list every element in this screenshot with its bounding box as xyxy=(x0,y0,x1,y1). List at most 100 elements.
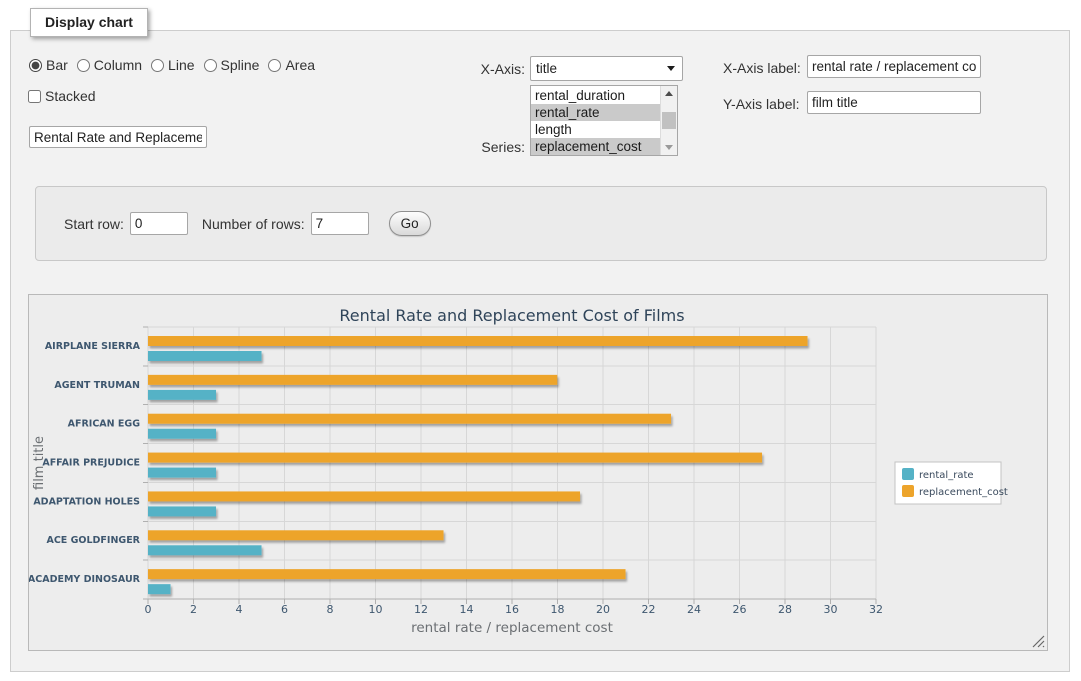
svg-text:10: 10 xyxy=(369,603,383,616)
stacked-checkbox[interactable] xyxy=(28,90,41,103)
chart-axis-ticks xyxy=(143,327,876,604)
chart-bars xyxy=(148,336,808,594)
bar-rental_rate-0 xyxy=(148,351,262,361)
svg-text:32: 32 xyxy=(869,603,883,616)
svg-text:ACE GOLDFINGER: ACE GOLDFINGER xyxy=(46,535,140,546)
scroll-up-icon xyxy=(665,91,673,96)
radio-label-line: Line xyxy=(168,57,194,73)
bar-rental_rate-1 xyxy=(148,390,216,400)
svg-text:22: 22 xyxy=(642,603,656,616)
radio-label-area: Area xyxy=(285,57,315,73)
bar-replacement_cost-2 xyxy=(148,414,671,424)
legend-label-replacement_cost[interactable]: replacement_cost xyxy=(919,487,1008,498)
legend-swatch-rental_rate xyxy=(902,468,914,480)
chart-y-axis-title: film title xyxy=(32,436,47,490)
y-axis-label-input[interactable] xyxy=(807,91,981,114)
legend-label-rental_rate[interactable]: rental_rate xyxy=(919,470,974,481)
radio-input-line[interactable] xyxy=(151,59,164,72)
svg-text:ADAPTATION HOLES: ADAPTATION HOLES xyxy=(33,496,140,507)
radio-label-column: Column xyxy=(94,57,142,73)
chart-x-tick-labels: 02468101214161820222426283032 xyxy=(145,603,884,616)
bar-chart: AIRPLANE SIERRA AGENT TRUMAN AFRICAN EGG AF… xyxy=(29,295,1047,650)
start-row-label: Start row: xyxy=(64,216,124,232)
chart-type-radio-column[interactable]: Column xyxy=(77,57,142,73)
svg-text:0: 0 xyxy=(145,603,152,616)
chart-x-axis-title: rental rate / replacement cost xyxy=(411,620,613,636)
svg-text:ACADEMY DINOSAUR: ACADEMY DINOSAUR xyxy=(29,574,141,585)
x-axis-select-wrap: title xyxy=(530,56,683,81)
radio-label-spline: Spline xyxy=(221,57,260,73)
row-range-panel: Start row: Number of rows: Go xyxy=(35,186,1047,261)
bar-replacement_cost-3 xyxy=(148,453,762,463)
series-option-rental_rate[interactable]: rental_rate xyxy=(531,104,660,121)
chart-type-radio-bar[interactable]: Bar xyxy=(29,57,68,73)
bar-rental_rate-3 xyxy=(148,468,216,478)
svg-text:16: 16 xyxy=(505,603,519,616)
svg-text:18: 18 xyxy=(551,603,565,616)
chart-legend[interactable]: rental_rate replacement_cost xyxy=(895,462,1008,504)
x-axis-label-input[interactable] xyxy=(807,55,981,78)
x-axis-select-label: X-Axis: xyxy=(468,61,525,77)
bar-replacement_cost-4 xyxy=(148,491,580,501)
scroll-down-icon xyxy=(665,145,673,150)
bar-rental_rate-5 xyxy=(148,545,262,555)
radio-input-spline[interactable] xyxy=(204,59,217,72)
svg-text:14: 14 xyxy=(460,603,474,616)
svg-text:8: 8 xyxy=(327,603,334,616)
chart-title-input[interactable] xyxy=(29,126,207,148)
svg-text:12: 12 xyxy=(414,603,428,616)
number-of-rows-label: Number of rows: xyxy=(202,216,305,232)
svg-text:30: 30 xyxy=(824,603,838,616)
series-option-replacement_cost[interactable]: replacement_cost xyxy=(531,138,660,155)
bar-replacement_cost-6 xyxy=(148,569,626,579)
start-row-input[interactable] xyxy=(130,212,188,235)
listbox-scrollbar[interactable] xyxy=(660,86,677,155)
series-listbox[interactable]: rental_durationrental_ratelengthreplacem… xyxy=(530,85,678,156)
svg-text:AFFAIR PREJUDICE: AFFAIR PREJUDICE xyxy=(42,458,140,469)
scrollbar-up-button[interactable] xyxy=(661,86,677,101)
stacked-label: Stacked xyxy=(45,88,96,104)
panel-legend: Display chart xyxy=(30,8,148,37)
scrollbar-down-button[interactable] xyxy=(661,140,677,155)
page: { "window": { "legend": "Display chart" … xyxy=(0,0,1081,681)
scrollbar-thumb[interactable] xyxy=(662,112,676,129)
radio-input-area[interactable] xyxy=(268,59,281,72)
svg-text:28: 28 xyxy=(778,603,792,616)
svg-text:6: 6 xyxy=(281,603,288,616)
number-of-rows-input[interactable] xyxy=(311,212,369,235)
chart-title: Rental Rate and Replacement Cost of Film… xyxy=(339,306,684,325)
bar-rental_rate-6 xyxy=(148,584,171,594)
x-axis-label-caption: X-Axis label: xyxy=(723,60,801,76)
y-axis-label-caption: Y-Axis label: xyxy=(723,96,800,112)
radio-input-bar[interactable] xyxy=(29,59,42,72)
radio-input-column[interactable] xyxy=(77,59,90,72)
series-option-rental_duration[interactable]: rental_duration xyxy=(531,87,660,104)
svg-text:26: 26 xyxy=(733,603,747,616)
chart-type-radio-area[interactable]: Area xyxy=(268,57,315,73)
x-axis-select[interactable]: title xyxy=(530,56,683,81)
go-button[interactable]: Go xyxy=(389,211,431,236)
svg-text:AIRPLANE SIERRA: AIRPLANE SIERRA xyxy=(45,341,141,352)
svg-text:AGENT TRUMAN: AGENT TRUMAN xyxy=(54,380,140,391)
svg-text:2: 2 xyxy=(190,603,197,616)
radio-label-bar: Bar xyxy=(46,57,68,73)
chart-grid xyxy=(148,327,876,599)
bar-replacement_cost-5 xyxy=(148,530,444,540)
svg-text:20: 20 xyxy=(596,603,610,616)
chart-type-radio-group: Bar Column Line Spline Area xyxy=(29,57,324,73)
chart-panel: AIRPLANE SIERRA AGENT TRUMAN AFRICAN EGG AF… xyxy=(28,294,1048,651)
svg-text:4: 4 xyxy=(236,603,243,616)
resize-handle[interactable] xyxy=(1032,635,1045,648)
svg-text:AFRICAN EGG: AFRICAN EGG xyxy=(68,419,141,430)
stacked-checkbox-item[interactable]: Stacked xyxy=(28,88,96,104)
svg-text:24: 24 xyxy=(687,603,701,616)
bar-rental_rate-2 xyxy=(148,429,216,439)
bar-replacement_cost-1 xyxy=(148,375,557,385)
series-select-label: Series: xyxy=(468,139,525,155)
chart-type-radio-spline[interactable]: Spline xyxy=(204,57,260,73)
legend-swatch-replacement_cost xyxy=(902,485,914,497)
series-option-length[interactable]: length xyxy=(531,121,660,138)
bar-rental_rate-4 xyxy=(148,506,216,516)
chart-type-radio-line[interactable]: Line xyxy=(151,57,194,73)
bar-replacement_cost-0 xyxy=(148,336,808,346)
